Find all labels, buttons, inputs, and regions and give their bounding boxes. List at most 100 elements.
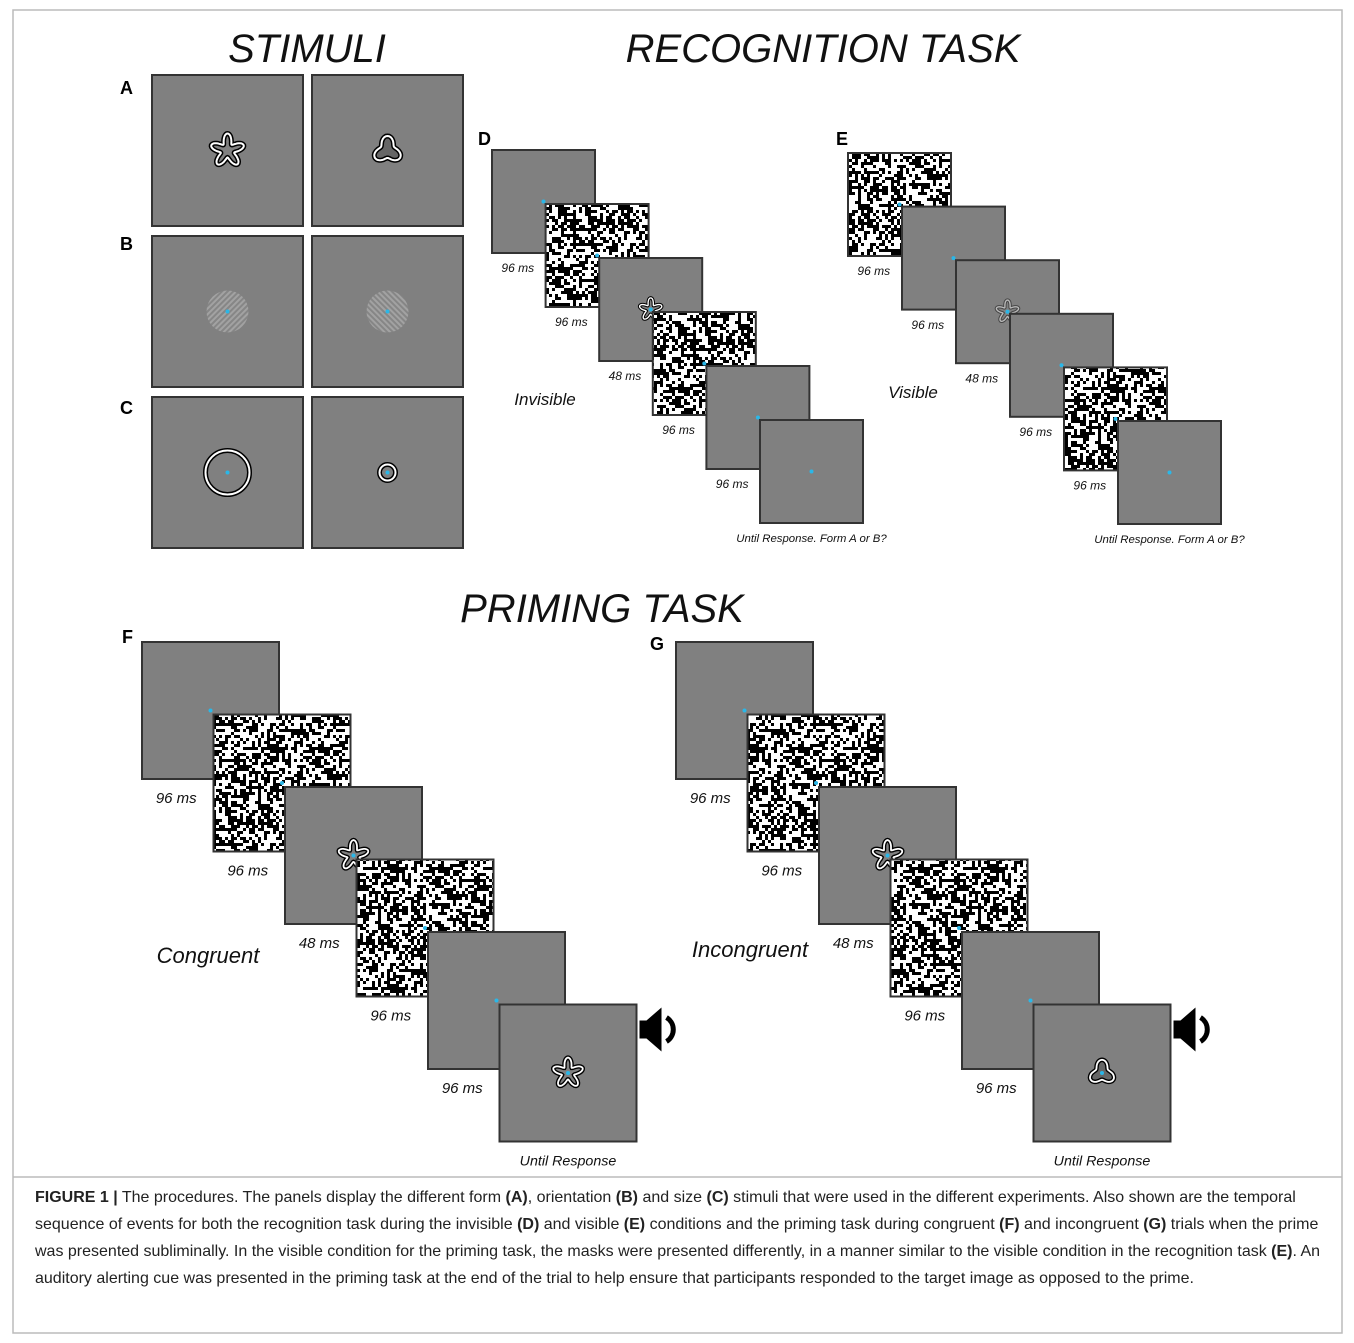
star-shape [208, 130, 247, 168]
speaker-body [639, 1020, 648, 1039]
fixation-dot [423, 926, 427, 930]
caption-text: stimuli that were used in the different … [35, 1189, 1296, 1233]
fixation-dot [595, 253, 600, 258]
fixation-dot [897, 202, 902, 207]
fixation-dot [225, 309, 230, 314]
duration-label: 96 ms [857, 264, 890, 278]
caption-text: (C) [706, 1189, 729, 1206]
duration-label: 96 ms [690, 790, 731, 807]
fixation-dot [1113, 416, 1118, 421]
fixation-dot [280, 781, 284, 785]
blob-shape [1087, 1057, 1117, 1085]
panel-label: D [478, 129, 491, 149]
caption: FIGURE 1 | The procedures. The panels di… [35, 1184, 1327, 1292]
duration-label: 96 ms [976, 1080, 1017, 1097]
panel-label: A [120, 78, 133, 98]
caption-text: conditions and the priming task during c… [645, 1216, 1000, 1233]
fixation-dot [1005, 309, 1010, 314]
duration-label: 96 ms [1073, 479, 1106, 493]
stimuli-title: STIMULI [228, 27, 386, 71]
fixation-dot [755, 415, 760, 420]
panel-label: C [120, 398, 133, 418]
final-label: Until Response [520, 1154, 617, 1170]
duration-label: 96 ms [761, 863, 802, 880]
duration-label: 96 ms [370, 1008, 411, 1025]
caption-text: (B) [615, 1189, 638, 1206]
fixation-dot [957, 926, 961, 930]
ringS-shape [377, 462, 398, 483]
duration-label: 96 ms [1019, 425, 1052, 439]
caption-text: (A) [505, 1189, 528, 1206]
duration-label: 96 ms [442, 1080, 483, 1097]
recognition-title: RECOGNITION TASK [626, 27, 1023, 71]
caption-text: (F) [999, 1216, 1020, 1233]
caption-text: (E) [623, 1216, 646, 1233]
fixation-dot [1028, 998, 1033, 1003]
fixation-dot [541, 199, 546, 204]
figure-border [12, 9, 1343, 1334]
panel-label: E [836, 129, 848, 149]
caption-text: (G) [1143, 1216, 1167, 1233]
duration-label: 96 ms [911, 318, 944, 332]
duration-label: 96 ms [156, 790, 197, 807]
fixation-dot [648, 307, 653, 312]
fixation-dot [1100, 1071, 1104, 1075]
caption-label: FIGURE 1 | [35, 1189, 118, 1206]
final-label: Until Response [1054, 1154, 1151, 1170]
duration-label: 96 ms [716, 477, 749, 491]
condition-label: Invisible [514, 390, 575, 409]
condition-label: Visible [888, 383, 938, 402]
priming-title: PRIMING TASK [460, 587, 746, 631]
ring [378, 463, 397, 482]
caption-text: (D) [517, 1216, 540, 1233]
outline [552, 1056, 584, 1087]
caption-text: trials when the prime was presented subl… [35, 1216, 1319, 1260]
fixation-dot [742, 708, 747, 713]
caption-text: and size [638, 1189, 707, 1206]
fixation-dot [225, 470, 230, 475]
caption-text: (E) [1271, 1243, 1293, 1260]
caption-text: The procedures. The panels display the d… [117, 1189, 506, 1206]
duration-label: 96 ms [555, 315, 588, 329]
blob-shape [371, 133, 404, 163]
fixation-dot [809, 469, 814, 474]
fixation-dot [208, 708, 213, 713]
speaker-cone [646, 1007, 662, 1052]
fixation-dot [702, 361, 707, 366]
panel-label: B [120, 234, 133, 254]
duration-label: 48 ms [833, 935, 874, 952]
outline [210, 132, 245, 166]
caption-text: , orientation [527, 1189, 616, 1206]
outline [373, 134, 402, 162]
condition-label: Congruent [157, 943, 261, 968]
final-label: Until Response. Form A or B? [1094, 534, 1245, 546]
fixation-dot [494, 998, 499, 1003]
duration-label: 48 ms [299, 935, 340, 952]
fixation-dot [385, 470, 390, 475]
duration-label: 96 ms [904, 1008, 945, 1025]
fixation-dot [566, 1071, 570, 1075]
panel-label: F [122, 627, 133, 647]
fixation-dot [814, 781, 818, 785]
duration-label: 96 ms [662, 423, 695, 437]
caption-text: and visible [539, 1216, 624, 1233]
speaker-cone [1180, 1007, 1196, 1052]
fixation-dot [385, 309, 390, 314]
panel-label: G [650, 634, 664, 654]
duration-label: 96 ms [227, 863, 268, 880]
condition-label: Incongruent [692, 937, 809, 962]
fixation-dot [1167, 470, 1172, 475]
fixation-dot [351, 853, 356, 858]
outline [1089, 1058, 1115, 1083]
ringL-shape [203, 448, 252, 497]
final-label: Until Response. Form A or B? [736, 533, 887, 545]
duration-label: 48 ms [965, 371, 998, 385]
speaker-body [1173, 1020, 1182, 1039]
duration-label: 96 ms [501, 261, 534, 275]
caption-text: and incongruent [1019, 1216, 1144, 1233]
fixation-dot [885, 853, 890, 858]
speaker-icon [1173, 1007, 1210, 1052]
fixation-dot [1059, 363, 1064, 368]
